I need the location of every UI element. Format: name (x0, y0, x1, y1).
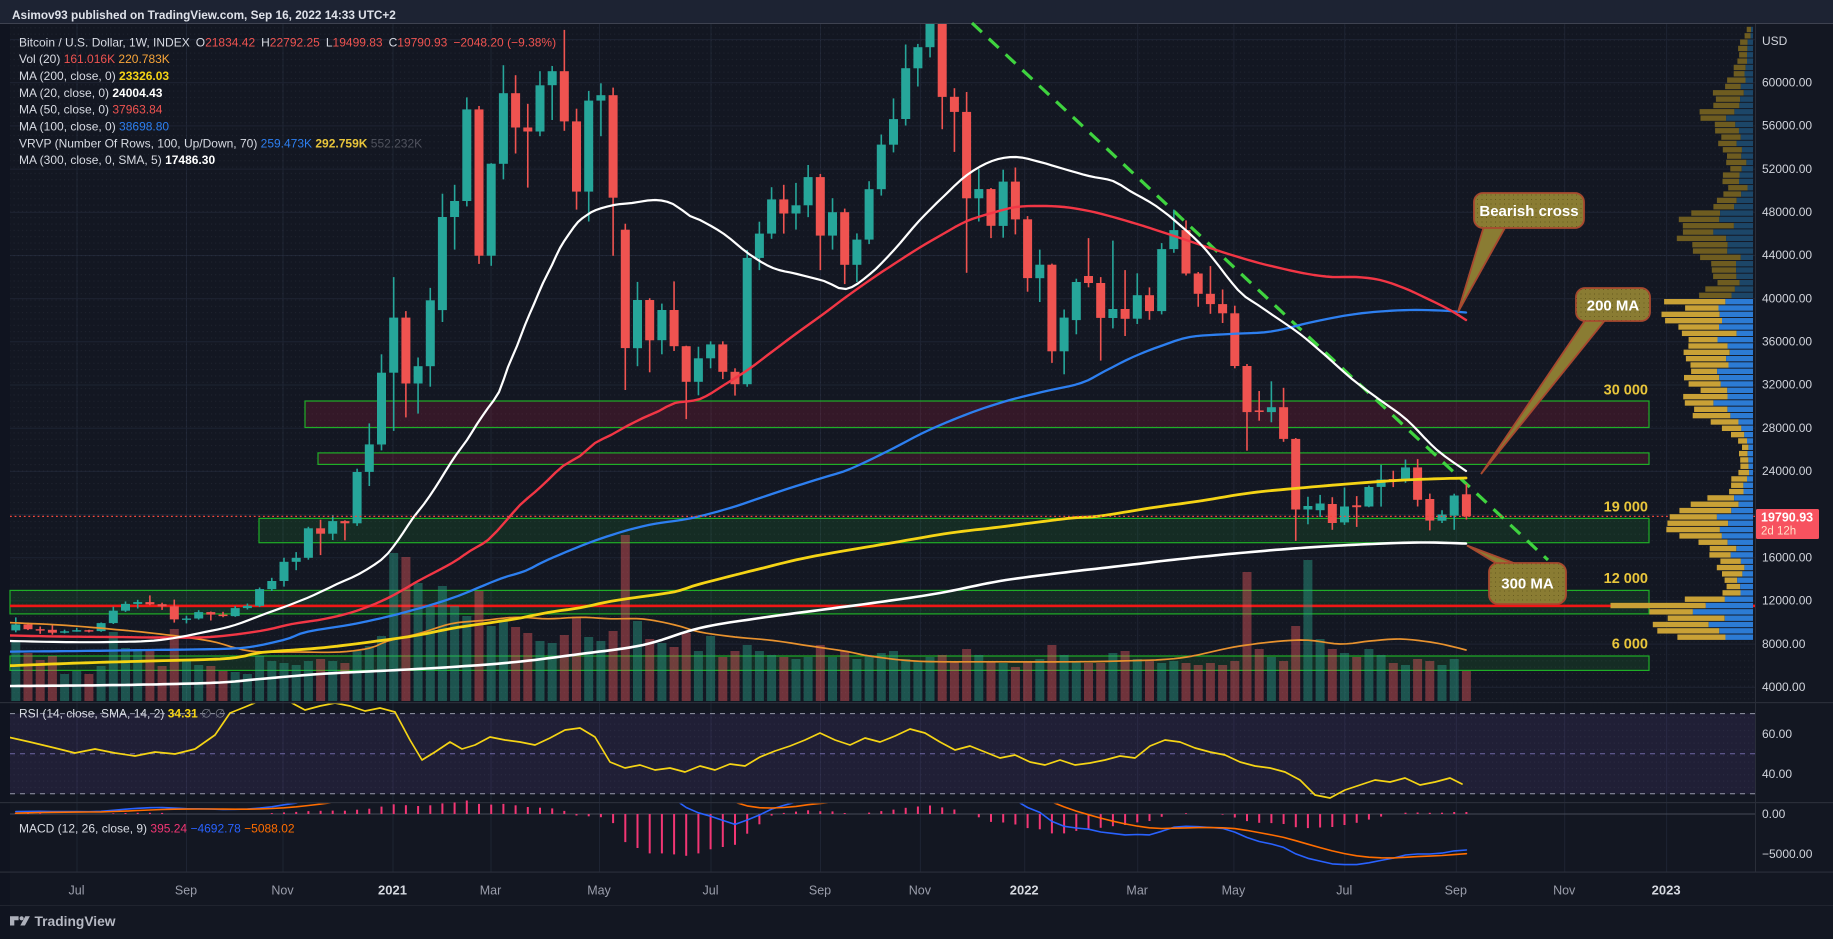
svg-text:44000.00: 44000.00 (1762, 248, 1812, 262)
svg-text:May: May (587, 884, 611, 898)
svg-text:19 000: 19 000 (1604, 500, 1648, 516)
svg-text:300 MA: 300 MA (1501, 576, 1554, 593)
svg-text:12 000: 12 000 (1604, 571, 1648, 587)
svg-text:Nov: Nov (1553, 884, 1576, 898)
svg-text:MA (50, close, 0) 37963.84: MA (50, close, 0) 37963.84 (19, 103, 163, 117)
svg-text:24000.00: 24000.00 (1762, 464, 1812, 478)
svg-text:MACD (12, 26, close, 9) 395.24: MACD (12, 26, close, 9) 395.24 −4692.78 … (19, 822, 295, 836)
svg-text:60.00: 60.00 (1762, 727, 1792, 741)
svg-text:200 MA: 200 MA (1587, 298, 1640, 315)
svg-text:Asimov93 published on TradingV: Asimov93 published on TradingView.com, S… (12, 8, 396, 22)
svg-text:RSI (14, close, SMA, 14, 2) 34: RSI (14, close, SMA, 14, 2) 34.31 ∅ ∅ (19, 707, 225, 721)
svg-text:TradingView: TradingView (35, 914, 116, 929)
svg-text:52000.00: 52000.00 (1762, 162, 1812, 176)
svg-text:6 000: 6 000 (1612, 637, 1648, 653)
svg-text:16000.00: 16000.00 (1762, 551, 1812, 565)
svg-text:MA (300, close, 0, SMA, 5) 174: MA (300, close, 0, SMA, 5) 17486.30 (19, 153, 215, 167)
svg-text:40.00: 40.00 (1762, 767, 1792, 781)
svg-text:Jul: Jul (1336, 884, 1352, 898)
svg-text:MA (200, close, 0) 23326.03: MA (200, close, 0) 23326.03 (19, 69, 169, 83)
svg-text:May: May (1222, 884, 1246, 898)
svg-text:Jul: Jul (69, 884, 85, 898)
svg-text:Sep: Sep (1445, 884, 1467, 898)
svg-text:Bitcoin / U.S. Dollar, 1W, IND: Bitcoin / U.S. Dollar, 1W, INDEX O21834.… (19, 36, 556, 50)
svg-text:−5000.00: −5000.00 (1762, 847, 1813, 861)
svg-text:VRVP (Number Of Rows, 100, Up/: VRVP (Number Of Rows, 100, Up/Down, 70) … (19, 137, 422, 151)
svg-text:0.00: 0.00 (1762, 807, 1786, 821)
svg-text:19790.93: 19790.93 (1761, 511, 1813, 525)
svg-text:4000.00: 4000.00 (1762, 680, 1806, 694)
svg-text:2022: 2022 (1010, 883, 1039, 898)
svg-text:Sep: Sep (809, 884, 831, 898)
svg-text:Mar: Mar (480, 884, 502, 898)
svg-text:32000.00: 32000.00 (1762, 378, 1812, 392)
svg-text:12000.00: 12000.00 (1762, 594, 1812, 608)
svg-text:2d 12h: 2d 12h (1761, 526, 1796, 538)
svg-text:48000.00: 48000.00 (1762, 205, 1812, 219)
svg-text:56000.00: 56000.00 (1762, 119, 1812, 133)
svg-text:2023: 2023 (1652, 883, 1681, 898)
svg-text:Nov: Nov (909, 884, 932, 898)
svg-text:Nov: Nov (271, 884, 294, 898)
svg-text:Bearish cross: Bearish cross (1479, 203, 1578, 220)
svg-text:36000.00: 36000.00 (1762, 335, 1812, 349)
svg-text:Sep: Sep (175, 884, 197, 898)
svg-text:40000.00: 40000.00 (1762, 291, 1812, 305)
svg-text:2021: 2021 (378, 883, 407, 898)
svg-text:30 000: 30 000 (1604, 383, 1648, 399)
svg-text:Vol (20) 161.016K 220.783K: Vol (20) 161.016K 220.783K (19, 52, 170, 66)
svg-text:Jul: Jul (703, 884, 719, 898)
svg-text:MA (20, close, 0) 24004.43: MA (20, close, 0) 24004.43 (19, 86, 163, 100)
svg-text:MA (100, close, 0) 38698.80: MA (100, close, 0) 38698.80 (19, 120, 169, 134)
svg-text:28000.00: 28000.00 (1762, 421, 1812, 435)
svg-text:Mar: Mar (1126, 884, 1148, 898)
svg-text:8000.00: 8000.00 (1762, 637, 1806, 651)
svg-text:USD: USD (1762, 34, 1788, 48)
svg-text:60000.00: 60000.00 (1762, 75, 1812, 89)
